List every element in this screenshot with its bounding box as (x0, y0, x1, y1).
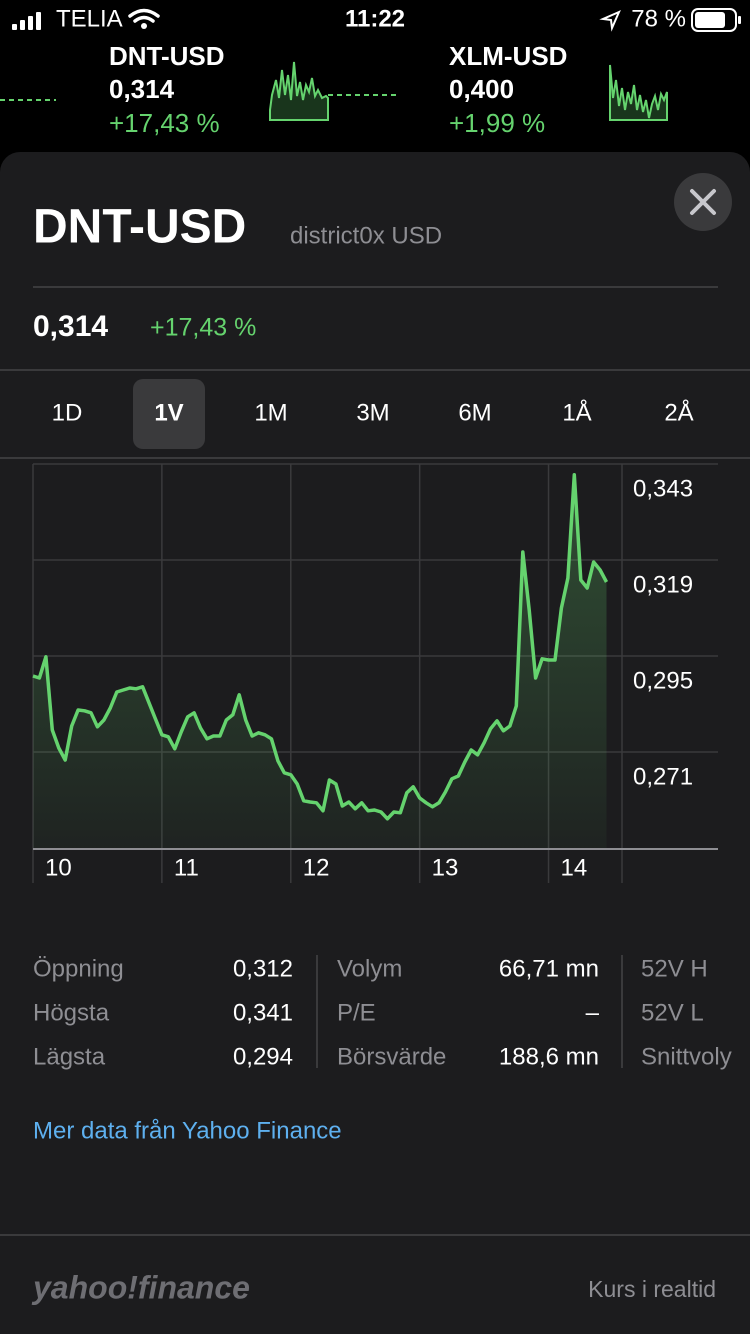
x-tick-label: 12 (303, 854, 330, 881)
yahoo-link[interactable]: Mer data från Yahoo Finance (33, 1117, 342, 1144)
battery-percent: 78 % (631, 5, 686, 32)
realtime-note: Kurs i realtid (588, 1276, 716, 1302)
battery-tip (738, 16, 741, 24)
signal-icon (12, 12, 41, 30)
stat-label: P/E (337, 999, 376, 1026)
stat-value: – (586, 999, 600, 1026)
stat-label: 52V H (641, 955, 708, 982)
symbol-title: DNT-USD (33, 201, 246, 254)
stats-table: Öppning 0,312 Högsta 0,341 Lägsta 0,294 Volym 6… (33, 955, 732, 1070)
stat-label: 52V L (641, 999, 704, 1026)
sparkline (269, 61, 329, 121)
ticker-change: +17,43 % (109, 108, 220, 138)
wifi-icon (128, 8, 160, 23)
stat-value: 0,312 (233, 955, 293, 982)
x-tick-label: 13 (432, 854, 459, 881)
battery-outline (691, 8, 737, 32)
ticker-change: +1,99 % (449, 108, 545, 138)
price-change: +17,43 % (150, 314, 256, 342)
location-icon (599, 10, 621, 32)
range-button[interactable]: 1Å (562, 398, 591, 426)
stat-label: Öppning (33, 955, 124, 982)
y-tick-label: 0,319 (633, 571, 693, 598)
y-tick-label: 0,271 (633, 763, 693, 790)
x-tick-label: 11 (174, 854, 199, 881)
price: 0,314 (33, 310, 108, 343)
stat-label: Högsta (33, 999, 110, 1026)
stat-label: Volym (337, 955, 402, 982)
x-tick-label: 10 (45, 854, 72, 881)
price-line (32, 473, 609, 821)
y-tick-label: 0,343 (633, 475, 693, 502)
stat-value: 0,294 (233, 1043, 293, 1070)
ticker-symbol[interactable]: XLM-USD (449, 41, 567, 71)
wifi-dot (141, 23, 147, 29)
range-button[interactable]: 1D (52, 399, 83, 426)
carrier: TELIA (56, 5, 123, 32)
company-name: district0x USD (290, 222, 442, 249)
stat-value: 188,6 mn (499, 1043, 599, 1070)
clock: 11:22 (345, 5, 405, 32)
brand-logo: yahoo!finance (31, 1269, 250, 1305)
stat-value: 0,341 (233, 999, 293, 1026)
stat-label: Börsvärde (337, 1043, 446, 1070)
stat-label: Snittvoly (641, 1043, 732, 1070)
y-tick-label: 0,295 (633, 667, 693, 694)
range-button[interactable]: 3M (356, 399, 389, 426)
area (33, 474, 607, 848)
close-icon (690, 189, 716, 215)
range-selected (133, 379, 205, 449)
sparkline (609, 64, 668, 121)
stat-value: 66,71 mn (499, 955, 599, 982)
ticker-price: 0,314 (109, 74, 175, 104)
ticker-symbol[interactable]: DNT-USD (109, 41, 225, 71)
range-button[interactable]: 2Å (664, 398, 693, 426)
range-button[interactable]: 1V (154, 399, 183, 426)
stat-label: Lägsta (33, 1043, 106, 1070)
ticker-price: 0,400 (449, 74, 514, 104)
x-tick-label: 14 (561, 854, 588, 881)
range-button[interactable]: 1M (254, 399, 287, 426)
battery-level (695, 12, 725, 28)
range-button[interactable]: 6M (458, 399, 491, 426)
